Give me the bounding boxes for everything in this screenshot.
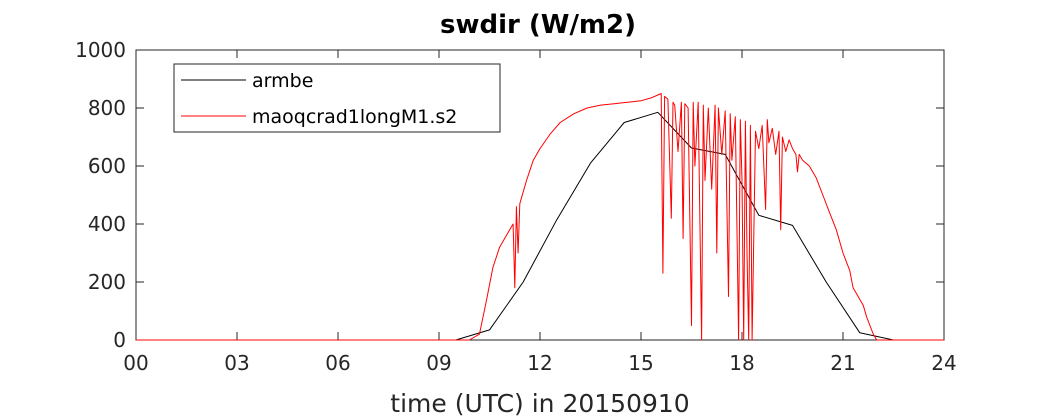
y-tick-label: 600 <box>88 154 126 178</box>
x-tick-label: 03 <box>224 351 249 375</box>
x-tick-label: 06 <box>325 351 350 375</box>
x-tick-label: 12 <box>527 351 552 375</box>
x-tick-label: 24 <box>931 351 956 375</box>
legend: armbe maoqcrad1longM1.s2 <box>173 63 501 133</box>
x-tick-label: 09 <box>426 351 451 375</box>
legend-label-armbe: armbe <box>252 70 313 92</box>
x-tick-label: 18 <box>729 351 754 375</box>
x-tick-label: 21 <box>830 351 855 375</box>
y-axis: 0 200 400 600 800 1000 <box>75 38 944 352</box>
y-tick-label: 800 <box>88 96 126 120</box>
legend-label-maoqcrad: maoqcrad1longM1.s2 <box>252 106 457 128</box>
series-group <box>136 93 944 341</box>
series-line-1 <box>136 93 944 341</box>
y-tick-label: 0 <box>113 328 126 352</box>
y-tick-label: 400 <box>88 212 126 236</box>
x-tick-label: 00 <box>123 351 148 375</box>
x-tick-label: 15 <box>628 351 653 375</box>
y-tick-label: 1000 <box>75 38 126 62</box>
chart-title: swdir (W/m2) <box>440 10 636 40</box>
y-tick-label: 200 <box>88 270 126 294</box>
legend-box <box>173 63 501 133</box>
x-axis: 00 03 06 09 12 15 18 21 24 <box>123 50 957 375</box>
x-axis-label: time (UTC) in 20150910 <box>390 389 689 417</box>
